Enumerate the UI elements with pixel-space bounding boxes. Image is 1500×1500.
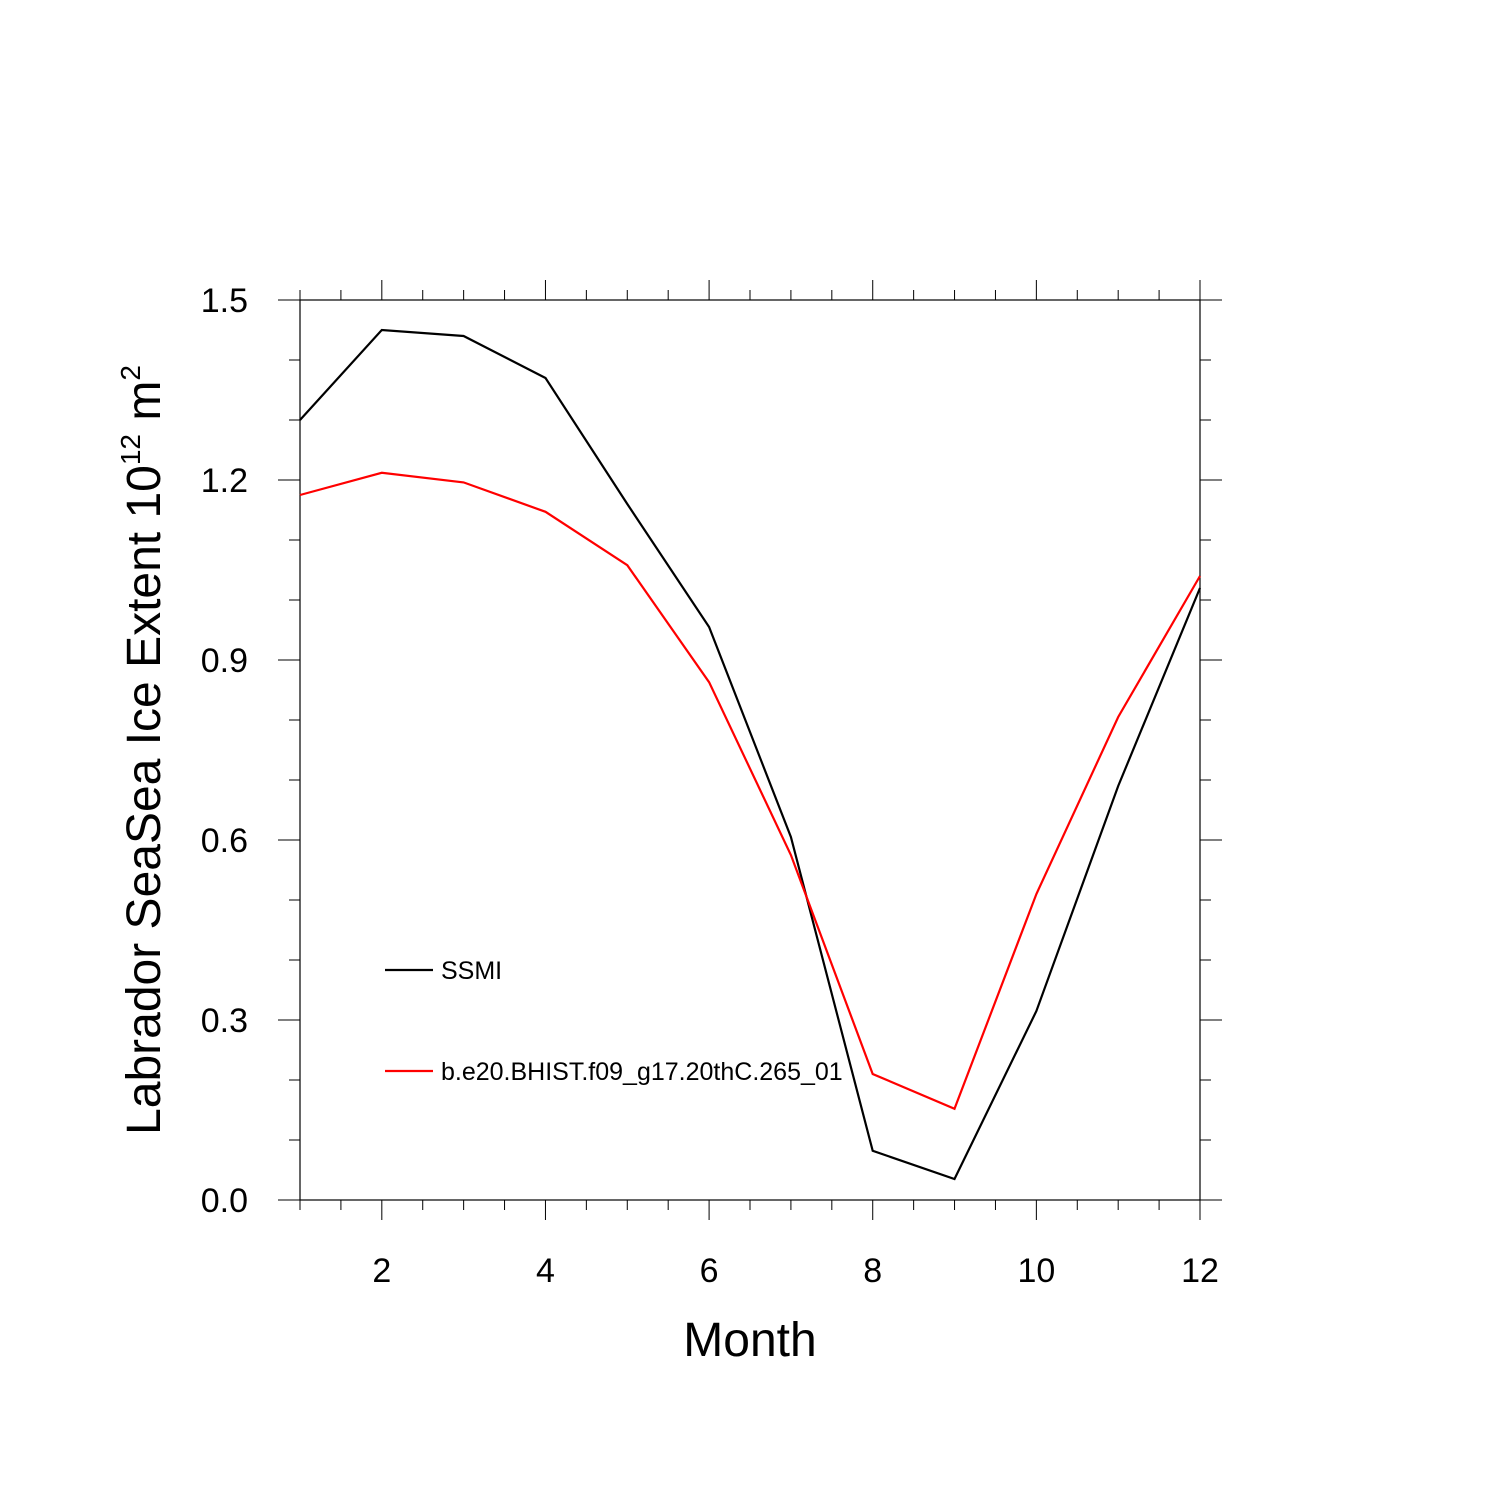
y-axis-title-unit-exponent: 2 xyxy=(115,365,146,381)
legend-label-1: b.e20.BHIST.f09_g17.20thC.265_01 xyxy=(441,1058,843,1086)
legend-label-0: SSMI xyxy=(441,957,502,985)
series-lines xyxy=(299,328,1202,1181)
series-line-0 xyxy=(299,328,1202,1181)
y-tick-label: 0.3 xyxy=(201,1002,248,1040)
x-tick-label: 10 xyxy=(1017,1252,1055,1290)
y-tick-label: 0.6 xyxy=(201,822,248,860)
y-tick-label: 1.2 xyxy=(201,462,248,500)
x-tick-label: 2 xyxy=(372,1252,391,1290)
y-tick-label: 0.9 xyxy=(201,642,248,680)
x-tick-label: 12 xyxy=(1181,1252,1219,1290)
y-axis-title-main: Labrador SeaSea Ice Extent 10 xyxy=(118,465,171,1135)
x-axis-title: Month xyxy=(683,1314,816,1367)
x-tick-label: 6 xyxy=(700,1252,719,1290)
x-tick-label: 4 xyxy=(536,1252,555,1290)
y-axis-title-exponent: 12 xyxy=(115,434,146,465)
x-tick-label: 8 xyxy=(863,1252,882,1290)
series-line-1 xyxy=(299,471,1201,1111)
y-axis-title: Labrador SeaSea Ice Extent 1012 m2 xyxy=(115,365,171,1135)
legend: SSMI b.e20.BHIST.f09_g17.20thC.265_01 xyxy=(385,957,843,1086)
y-tick-label: 0.0 xyxy=(201,1182,248,1220)
y-tick-label: 1.5 xyxy=(201,282,248,320)
axis-ticks xyxy=(278,280,1222,1220)
tick-labels: 2 4 6 8 10 12 0.0 0.3 0.6 0.9 1.2 1.5 xyxy=(201,282,1219,1290)
y-axis-title-unit: m xyxy=(118,381,171,434)
